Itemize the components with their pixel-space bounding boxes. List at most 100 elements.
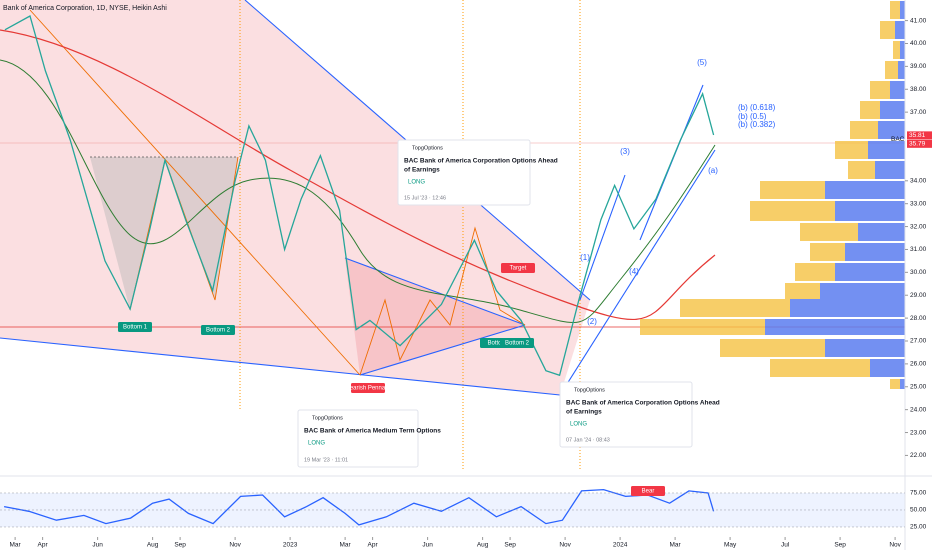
- card-author: TopgOptions: [574, 387, 605, 393]
- card-date: 07 Jan '24 · 08:43: [566, 437, 610, 443]
- x-tick-label: Sep: [834, 542, 846, 549]
- y-tick-label: 27.00: [910, 338, 927, 345]
- profile-bar: [785, 283, 820, 299]
- label: Bottom: [487, 341, 506, 347]
- y-tick-label: 29.00: [910, 292, 927, 299]
- label-box: [118, 322, 152, 332]
- y-tick-label: 25.00: [910, 383, 927, 390]
- x-tick-label: Nov: [229, 542, 241, 549]
- card-author: TopgOptions: [412, 145, 443, 151]
- card-signal: LONG: [408, 180, 425, 186]
- profile-bar: [835, 263, 905, 281]
- profile-bar: [890, 1, 900, 19]
- profile-bar: [870, 81, 890, 99]
- x-tick-label: 2024: [613, 542, 628, 549]
- profile-bar: [765, 319, 905, 335]
- profile-bar: [795, 263, 835, 281]
- profile-bar: [750, 201, 835, 221]
- label: Bottom 1: [123, 325, 148, 331]
- profile-bar: [890, 81, 905, 99]
- label: Bear: [642, 489, 655, 495]
- label: Bottom 2: [505, 341, 530, 347]
- profile-bar: [848, 161, 875, 179]
- drawings: [0, 0, 905, 470]
- y-tick-label: 25.00: [910, 524, 927, 531]
- wave-label: (3): [620, 147, 630, 156]
- y-tick-label: 23.00: [910, 429, 927, 436]
- profile-bar: [880, 101, 905, 119]
- price-tag: [907, 139, 932, 148]
- label-box: [501, 263, 535, 273]
- x-tick-label: Jul: [781, 542, 790, 549]
- label: Target: [510, 266, 527, 272]
- series-line: [3, 488, 715, 526]
- wave-label: (a): [708, 166, 718, 175]
- price-tag-label: 35.81: [909, 132, 926, 139]
- profile-bar: [820, 283, 905, 299]
- profile-bar: [720, 339, 825, 357]
- idea-card: [297, 409, 419, 468]
- price-tag-label: 35.79: [909, 141, 926, 148]
- profile-bar: [760, 181, 825, 199]
- profile-bar: [880, 21, 895, 39]
- profile-bar: [790, 299, 905, 317]
- profile-bar: [860, 101, 880, 119]
- card-title: of Earnings: [566, 409, 602, 416]
- profile-bar: [875, 161, 905, 179]
- card-title: BAC Bank of America Medium Term Options: [304, 428, 441, 435]
- card-author: TopgOptions: [312, 415, 343, 421]
- x-tick-label: Apr: [38, 542, 49, 549]
- y-tick-label: 39.00: [910, 63, 927, 70]
- card-signal: LONG: [570, 422, 587, 428]
- profile-bar: [800, 223, 858, 241]
- profile-bar: [845, 243, 905, 261]
- profile-bar: [858, 223, 905, 241]
- idea-card: [397, 139, 531, 206]
- x-tick-label: Jun: [92, 542, 103, 549]
- card-title: BAC Bank of America Corporation Options …: [566, 400, 720, 407]
- label-box: [351, 383, 385, 393]
- label: Bearish Pennant: [346, 386, 391, 392]
- y-tick-label: 34.00: [910, 178, 927, 185]
- wave-label: (b) (0.618): [738, 103, 776, 112]
- card-date: 15 Jul '23 · 12:46: [404, 195, 446, 201]
- profile-bar: [680, 299, 790, 317]
- profile-bar: [893, 41, 900, 59]
- profile-bar: [825, 181, 905, 199]
- y-tick-label: 41.00: [910, 17, 927, 24]
- label-box: [201, 325, 235, 335]
- profile-bar: [640, 319, 765, 335]
- profile-bar: [770, 359, 870, 377]
- y-tick-label: 24.00: [910, 406, 927, 413]
- y-tick-label: 26.00: [910, 361, 927, 368]
- profile-bar: [825, 339, 905, 357]
- profile-bar: [878, 121, 905, 139]
- x-tick-label: Aug: [147, 542, 159, 549]
- chart-title: Bank of America Corporation, 1D, NYSE, H…: [3, 5, 167, 12]
- x-tick-label: May: [724, 542, 737, 549]
- profile-bar: [898, 61, 905, 79]
- wave-label: (b) (0.382): [738, 120, 776, 129]
- profile-bar: [835, 201, 905, 221]
- profile-bar: [870, 359, 905, 377]
- y-tick-label: 32.00: [910, 223, 927, 230]
- wave-label: (4): [629, 267, 639, 276]
- wave-label: (b) (0.5): [738, 112, 767, 121]
- y-tick-label: 22.00: [910, 452, 927, 459]
- y-tick-label: 40.00: [910, 40, 927, 47]
- idea-card: [559, 381, 693, 448]
- x-tick-label: Nov: [559, 542, 571, 549]
- x-tick-label: Aug: [477, 542, 489, 549]
- x-tick-label: Sep: [504, 542, 516, 549]
- profile-bar: [900, 1, 905, 19]
- profile-bar: [810, 243, 845, 261]
- label-box: [631, 486, 665, 496]
- y-tick-label: 38.00: [910, 86, 927, 93]
- wave-label: (5): [697, 58, 707, 67]
- profile-bar: [900, 41, 905, 59]
- series-name: BAC: [891, 136, 905, 143]
- profile-bar: [850, 121, 878, 139]
- x-tick-label: Jun: [422, 542, 433, 549]
- card-date: 19 Mar '23 · 11:01: [304, 457, 348, 463]
